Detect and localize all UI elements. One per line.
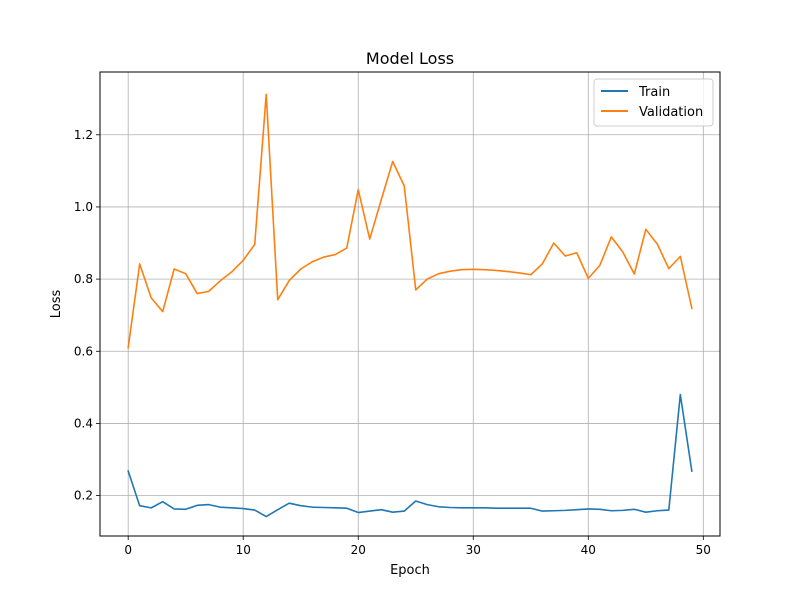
legend: Train Validation	[593, 78, 714, 127]
plot-frame	[99, 71, 721, 537]
x-axis-ticks: 0 10 20 30 40 50	[124, 536, 711, 557]
x-tick-label: 40	[581, 543, 596, 557]
legend-label-train: Train	[638, 85, 670, 100]
grid-lines	[100, 72, 720, 536]
series-lines	[127, 93, 693, 518]
legend-label-validation: Validation	[639, 105, 703, 120]
x-tick-label: 20	[351, 543, 366, 557]
y-axis-ticks: 0.2 0.4 0.6 0.8 1.0 1.2	[74, 128, 100, 503]
y-tick-label: 0.6	[74, 344, 93, 358]
x-tick-label: 30	[466, 543, 481, 557]
x-tick-label: 50	[696, 543, 711, 557]
y-tick-label: 0.8	[74, 272, 93, 286]
y-tick-label: 1.0	[74, 200, 93, 214]
y-tick-label: 1.2	[74, 128, 93, 142]
x-tick-label: 10	[236, 543, 251, 557]
x-tick-label: 0	[124, 543, 132, 557]
series-line-train	[127, 393, 693, 518]
chart-title: Model Loss	[366, 49, 454, 68]
y-axis-label: Loss	[49, 290, 64, 319]
x-axis-label: Epoch	[390, 563, 430, 578]
series-line-validation	[127, 93, 693, 349]
y-tick-label: 0.4	[74, 416, 93, 430]
y-tick-label: 0.2	[74, 489, 93, 503]
